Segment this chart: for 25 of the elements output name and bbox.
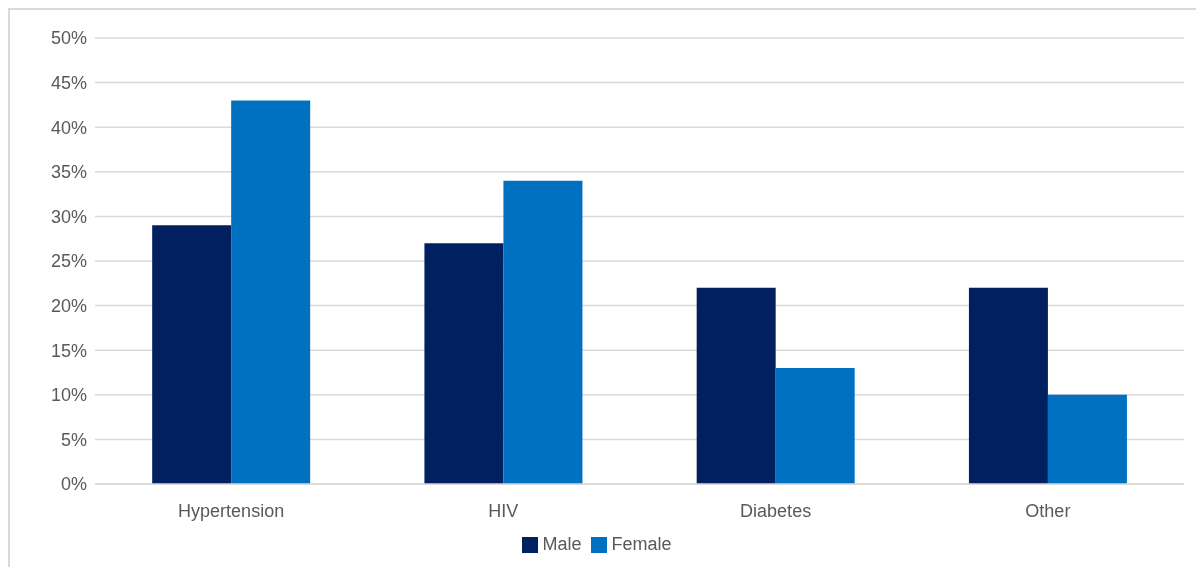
y-tick-label: 30% — [50, 206, 87, 227]
y-tick-label: 25% — [50, 251, 87, 272]
x-tick-label: Other — [1025, 500, 1071, 521]
legend-label: Female — [611, 534, 672, 554]
bar — [231, 100, 311, 484]
bar — [775, 368, 855, 484]
bar — [1047, 394, 1127, 484]
y-tick-label: 5% — [60, 429, 87, 450]
y-tick-label: 50% — [50, 28, 87, 49]
x-tick-label: Diabetes — [740, 500, 812, 521]
y-tick-label: 35% — [50, 162, 87, 183]
x-tick-label: Hypertension — [178, 500, 285, 521]
y-tick-label: 20% — [50, 295, 87, 316]
bar — [152, 225, 232, 484]
y-tick-label: 10% — [50, 385, 87, 406]
x-tick-label: HIV — [488, 500, 519, 521]
bar — [424, 243, 504, 484]
bar — [696, 287, 776, 484]
y-tick-label: 40% — [50, 117, 87, 138]
bar — [968, 287, 1048, 484]
y-tick-label: 0% — [60, 474, 87, 495]
y-tick-label: 15% — [50, 340, 87, 361]
y-tick-label: 45% — [50, 72, 87, 93]
legend-label: Male — [542, 534, 582, 554]
bar — [503, 180, 583, 484]
